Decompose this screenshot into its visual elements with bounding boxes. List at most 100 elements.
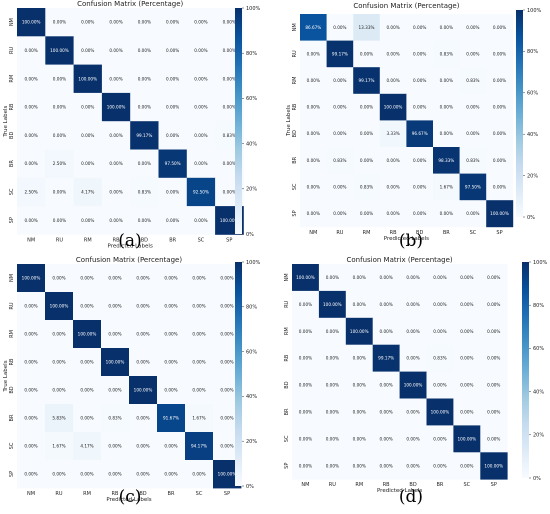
cell-label: 0.00% [299,356,312,361]
heatmap-cell [318,344,347,372]
heatmap-cell [45,460,74,489]
heatmap-cell [372,371,400,399]
cell-label: 0.00% [80,304,93,309]
heatmap-cell [480,425,508,453]
heatmap-cell [158,206,188,235]
heatmap-cell [73,206,103,235]
cell-label: 0.00% [80,360,93,365]
heatmap-cell [130,177,159,207]
cell-label: 0.00% [223,48,236,53]
cell-label: 0.00% [487,383,500,388]
colorbar-tick-label: 80% [527,49,538,55]
cell-label: 0.00% [360,158,373,163]
heatmap-cell [426,425,454,453]
cell-label: 0.00% [138,161,151,166]
heatmap-cell [130,121,159,150]
heatmap-cell [158,92,188,122]
heatmap-cell [353,14,381,41]
cell-label: 0.00% [166,105,179,110]
heatmap-cell [353,40,381,68]
cell-label: 0.00% [24,133,37,138]
colorbar-tick-label: 20% [533,433,544,439]
heatmap-cell [372,344,400,372]
cell-label: 4.17% [81,189,94,194]
heatmap-cell [433,120,460,148]
cell-label: 86.67% [305,25,321,30]
heatmap-cell [459,67,487,95]
heatmap-cell [292,264,320,292]
heatmap-cell [353,67,381,95]
heatmap-cell [157,264,186,293]
cell-label: 0.00% [299,436,312,441]
heatmap-cell [17,36,46,65]
cell-label: 0.00% [223,76,236,81]
colorbar [235,8,242,234]
cell-label: 0.00% [192,472,205,477]
cell-label: 0.00% [307,51,320,56]
heatmap-cell [17,121,46,150]
y-tick-label: SP [284,463,290,469]
cell-label: 0.00% [406,329,419,334]
cell-label: 0.00% [307,158,320,163]
heatmap-cell [459,173,487,201]
cell-label: 0.00% [460,275,473,280]
x-tick-label: NM [301,482,309,488]
cell-label: 0.00% [81,133,94,138]
cell-label: 100.00% [296,275,315,280]
cell-label: 0.00% [493,51,506,56]
heatmap-title: Confusion Matrix (Percentage) [76,256,182,264]
heatmap-cell [379,173,407,201]
heatmap-cell [480,264,508,292]
colorbar-tick-label: 60% [246,349,257,355]
cell-label: 0.00% [326,463,339,468]
y-tick-label: SC [284,435,290,442]
heatmap-cell [459,93,487,121]
y-tick-label: NM [9,18,15,26]
cell-label: 0.00% [194,105,207,110]
cell-label: 0.00% [460,409,473,414]
heatmap-cell [130,8,159,37]
cell-label: 100.00% [350,329,369,334]
cell-label: 0.00% [220,276,233,281]
cell-label: 0.00% [164,332,177,337]
heatmap-title: Confusion Matrix (Percentage) [347,256,453,264]
cell-label: 0.00% [307,78,320,83]
cell-label: 0.00% [24,388,37,393]
heatmap-cell [185,320,214,349]
heatmap-cell [130,36,159,65]
cell-label: 91.67% [163,416,179,421]
cell-label: 0.00% [223,20,236,25]
heatmap-cell [45,64,74,94]
y-axis-label: True Labels [3,360,9,392]
cell-label: 0.00% [466,131,479,136]
cell-label: 0.00% [487,356,500,361]
cell-label: 0.00% [192,332,205,337]
cell-label: 0.00% [24,472,37,477]
y-tick-label: SP [292,210,298,216]
cell-label: 0.00% [326,436,339,441]
cell-label: 0.00% [466,51,479,56]
panel-label: (c) [119,487,142,507]
cell-label: 0.00% [326,409,339,414]
x-tick-label: BD [416,230,423,236]
cell-label: 0.00% [360,211,373,216]
y-tick-label: RB [9,358,15,365]
heatmap-cell [486,120,514,148]
heatmap-cell [101,8,131,37]
heatmap-cell [406,147,434,174]
cell-label: 1.67% [440,184,453,189]
cell-label: 0.00% [413,25,426,30]
heatmap-cell [433,67,460,95]
cell-label: 0.83% [433,356,446,361]
cell-label: 0.00% [109,76,122,81]
cell-label: 0.00% [406,356,419,361]
cell-label: 0.00% [326,275,339,280]
x-tick-label: SP [226,237,232,243]
cell-label: 0.00% [353,302,366,307]
heatmap-cell [300,93,327,121]
cell-label: 0.00% [138,76,151,81]
x-tick-label: SC [470,230,477,236]
heatmap-cell [453,290,481,319]
cell-label: 0.00% [52,472,65,477]
